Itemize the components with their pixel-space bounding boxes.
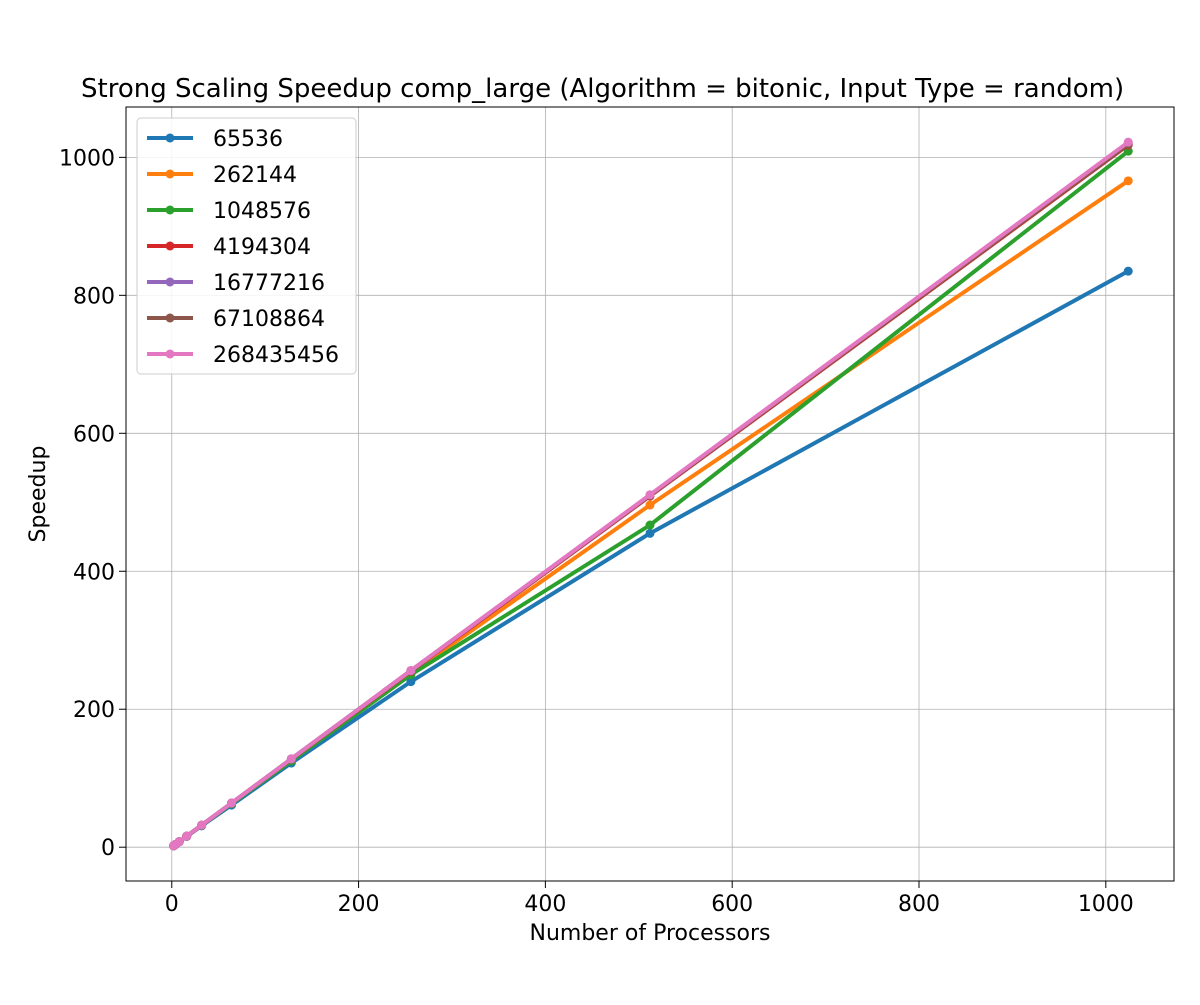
plot-frame	[125, 106, 1175, 882]
x-tick-label: 1000	[1078, 892, 1134, 917]
x-tick-label: 0	[165, 892, 179, 917]
legend-swatch-marker	[165, 241, 175, 251]
data-point	[645, 520, 655, 530]
legend-swatch-marker	[165, 205, 175, 215]
data-point	[645, 528, 655, 538]
legend-swatch-marker	[165, 133, 175, 143]
legend-label: 67108864	[213, 307, 325, 332]
y-tick-label: 200	[73, 698, 115, 723]
legend-swatch-marker	[165, 277, 175, 287]
legend-label: 65536	[213, 127, 283, 152]
y-tick-label: 0	[101, 836, 115, 861]
y-axis-label: Speedup	[26, 446, 51, 543]
x-axis-label: Number of Processors	[530, 921, 771, 946]
data-point	[182, 831, 192, 841]
legend-label: 16777216	[213, 271, 325, 296]
legend-label: 268435456	[213, 343, 339, 368]
x-tick-label: 800	[898, 892, 940, 917]
data-point	[1123, 266, 1133, 276]
data-point	[1123, 137, 1133, 147]
legend-swatch-marker	[165, 169, 175, 179]
data-point	[1123, 176, 1133, 186]
series-268435456	[169, 137, 1133, 851]
legend-swatch-marker	[165, 313, 175, 323]
legend-item: 4194304	[147, 235, 311, 260]
data-point	[286, 754, 296, 764]
chart-title: Strong Scaling Speedup comp_large (Algor…	[81, 74, 1124, 104]
legend: 65536 262144 1048576 4194304 16777216 6710886…	[136, 117, 357, 375]
legend-item: 16777216	[147, 271, 325, 296]
y-tick-label: 400	[73, 560, 115, 585]
legend-label: 1048576	[213, 199, 311, 224]
legend-box	[136, 117, 357, 375]
data-point	[645, 490, 655, 500]
y-tick-label: 600	[73, 422, 115, 447]
data-point	[406, 677, 416, 687]
data-point	[645, 500, 655, 510]
data-point	[227, 798, 237, 808]
data-point	[406, 666, 416, 676]
legend-item: 1048576	[147, 199, 311, 224]
data-point	[197, 820, 207, 830]
data-point	[174, 837, 184, 847]
legend-label: 262144	[213, 163, 297, 188]
legend-item: 268435456	[147, 343, 339, 368]
x-tick-label: 200	[338, 892, 380, 917]
series-lines	[169, 137, 1133, 851]
legend-item: 262144	[147, 163, 297, 188]
legend-item: 67108864	[147, 307, 325, 332]
x-tick-label: 600	[711, 892, 753, 917]
grid-lines	[126, 107, 1174, 881]
legend-swatch-marker	[165, 349, 175, 359]
y-tick-label: 1000	[59, 146, 115, 171]
axis-ticks: 0 200 400 600 800 1000 0 200 400 600 800 1000	[59, 146, 1134, 917]
legend-item: 65536	[147, 127, 283, 152]
x-tick-label: 400	[524, 892, 566, 917]
y-tick-label: 800	[73, 284, 115, 309]
legend-label: 4194304	[213, 235, 311, 260]
